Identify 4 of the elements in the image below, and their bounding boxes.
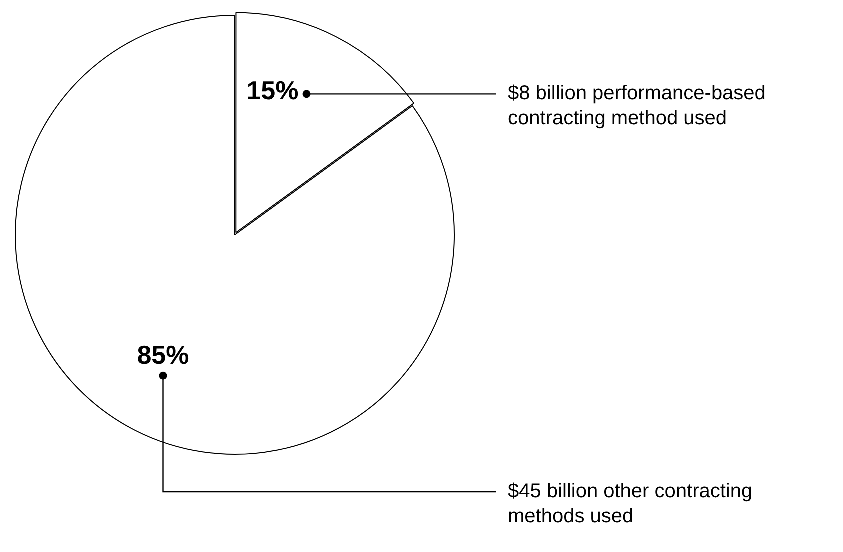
slice-label: $45 billion other contracting methods used (508, 480, 753, 528)
slice-label: $8 billion performance-based contracting method used (508, 82, 766, 130)
data-label: 85% (137, 340, 190, 370)
data-label: 15% (246, 75, 299, 106)
